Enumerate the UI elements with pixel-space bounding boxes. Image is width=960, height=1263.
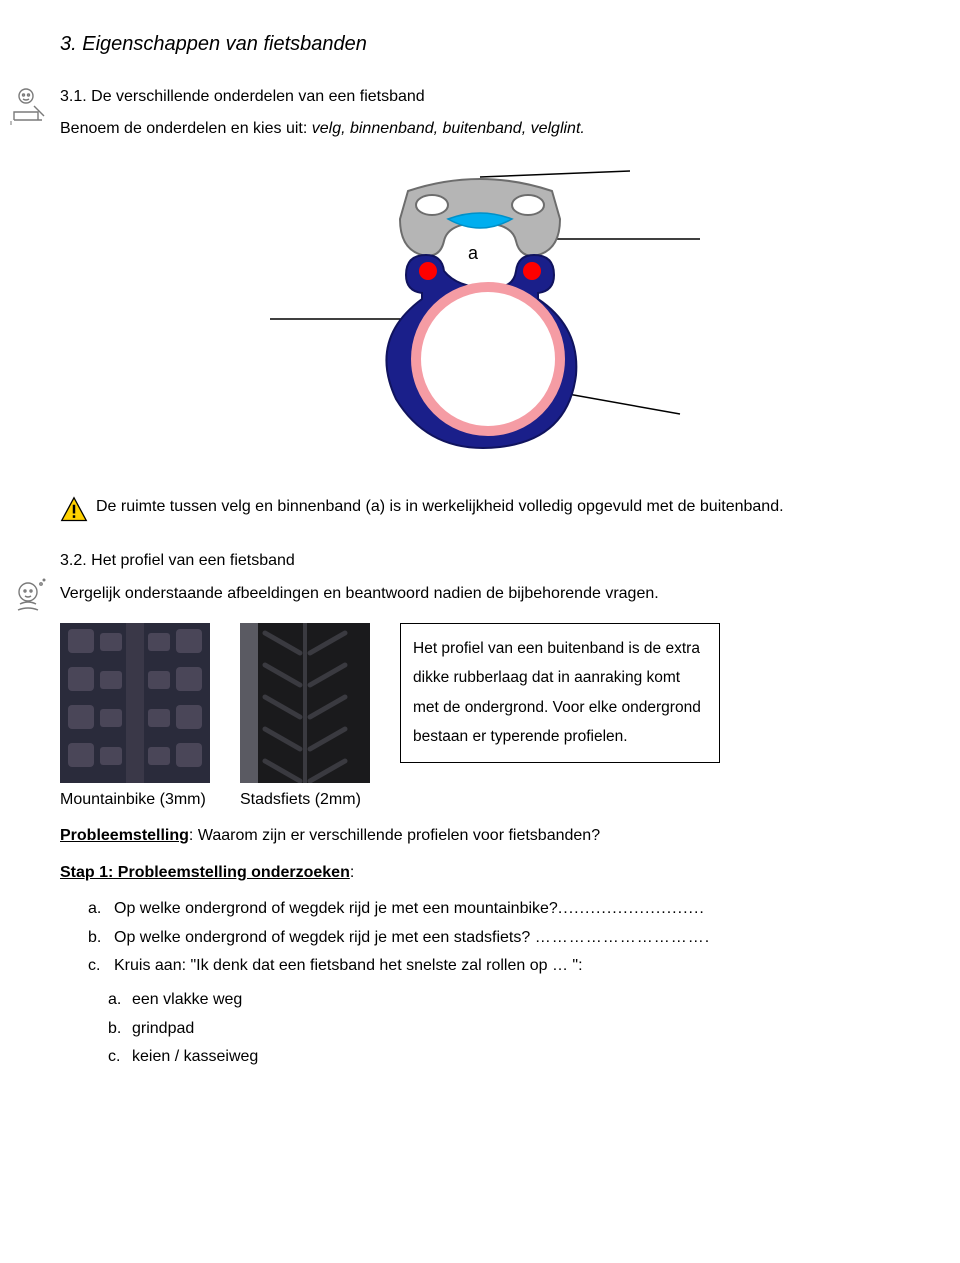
- question-c-text: Kruis aan: "Ik denk dat een fietsband he…: [114, 957, 583, 974]
- profile-info-box: Het profiel van een buitenband is de ext…: [400, 623, 720, 763]
- mtb-tread-image: [60, 623, 210, 783]
- step-1-label: Stap 1: Probleemstelling onderzoeken: [60, 864, 350, 881]
- section-title: 3. Eigenschappen van fietsbanden: [60, 30, 900, 58]
- question-b-blank[interactable]: ………………………….: [535, 929, 710, 946]
- city-tread-image: [240, 623, 370, 783]
- option-list: a.een vlakke weg b.grindpad c.keien / ka…: [60, 989, 900, 1068]
- option-a[interactable]: a.een vlakke weg: [108, 989, 900, 1011]
- option-b-text: grindpad: [132, 1020, 194, 1037]
- instruction-plain: Benoem de onderdelen en kies uit:: [60, 120, 312, 137]
- problem-label: Probleemstelling: [60, 827, 189, 844]
- question-a-blank[interactable]: ...........................: [558, 900, 705, 917]
- tire-cross-section-diagram: a: [60, 159, 900, 466]
- subsection-3-1-title: 3.1. De verschillende onderdelen van een…: [60, 86, 900, 108]
- option-b-marker: b.: [108, 1018, 132, 1040]
- option-b[interactable]: b.grindpad: [108, 1018, 900, 1040]
- question-c-marker: c.: [88, 955, 114, 977]
- instruction-3-2: Vergelijk onderstaande afbeeldingen en b…: [60, 583, 900, 605]
- warning-text: De ruimte tussen velg en binnenband (a) …: [96, 496, 784, 518]
- subsection-3-2-title: 3.2. Het profiel van een fietsband: [60, 550, 900, 572]
- mtb-caption: Mountainbike (3mm): [60, 789, 206, 811]
- option-c-text: keien / kasseiweg: [132, 1048, 258, 1065]
- warning-icon: [60, 496, 88, 524]
- instruction-3-1: Benoem de onderdelen en kies uit: velg, …: [60, 118, 900, 140]
- question-a-marker: a.: [88, 898, 114, 920]
- option-a-text: een vlakke weg: [132, 991, 242, 1008]
- step-1-colon: :: [350, 864, 354, 881]
- writing-figure-icon: [8, 86, 48, 126]
- instruction-italic: velg, binnenband, buitenband, velglint.: [312, 120, 585, 137]
- question-a-text: Op welke ondergrond of wegdek rijd je me…: [114, 900, 558, 917]
- question-b-text: Op welke ondergrond of wegdek rijd je me…: [114, 929, 535, 946]
- problem-statement: Probleemstelling: Waarom zijn er verschi…: [60, 825, 900, 847]
- question-b-marker: b.: [88, 927, 114, 949]
- thinking-figure-icon: [8, 576, 48, 616]
- diagram-label-a: a: [468, 243, 479, 263]
- question-b: b.Op welke ondergrond of wegdek rijd je …: [88, 927, 900, 949]
- question-list: a.Op welke ondergrond of wegdek rijd je …: [60, 898, 900, 977]
- option-a-marker: a.: [108, 989, 132, 1011]
- city-caption: Stadsfiets (2mm): [240, 789, 361, 811]
- step-1-heading: Stap 1: Probleemstelling onderzoeken:: [60, 862, 900, 884]
- option-c-marker: c.: [108, 1046, 132, 1068]
- question-c: c.Kruis aan: "Ik denk dat een fietsband …: [88, 955, 900, 977]
- problem-text: : Waarom zijn er verschillende profielen…: [189, 827, 600, 844]
- question-a: a.Op welke ondergrond of wegdek rijd je …: [88, 898, 900, 920]
- option-c[interactable]: c.keien / kasseiweg: [108, 1046, 900, 1068]
